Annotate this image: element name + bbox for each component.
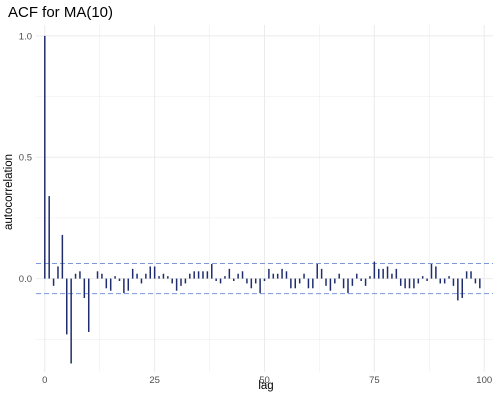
y-axis-title: autocorrelation <box>3 154 15 230</box>
x-axis-title: lag <box>258 380 273 392</box>
y-tick-label: 0.0 <box>19 274 32 285</box>
x-tick-labels: 0 25 50 75 100 <box>42 375 492 386</box>
x-tick-label: 25 <box>149 375 160 386</box>
y-tick-labels: 0.0 0.5 1.0 <box>19 31 32 285</box>
x-tick-label: 100 <box>476 375 492 386</box>
confidence-bands <box>36 263 493 295</box>
chart-title: ACF for MA(10) <box>8 4 113 21</box>
y-tick-label: 1.0 <box>19 31 32 42</box>
y-tick-label: 0.5 <box>19 153 32 164</box>
acf-bars <box>44 35 481 364</box>
x-tick-label: 0 <box>42 375 47 386</box>
x-tick-label: 75 <box>369 375 380 386</box>
x-tick-label: 50 <box>259 375 270 386</box>
